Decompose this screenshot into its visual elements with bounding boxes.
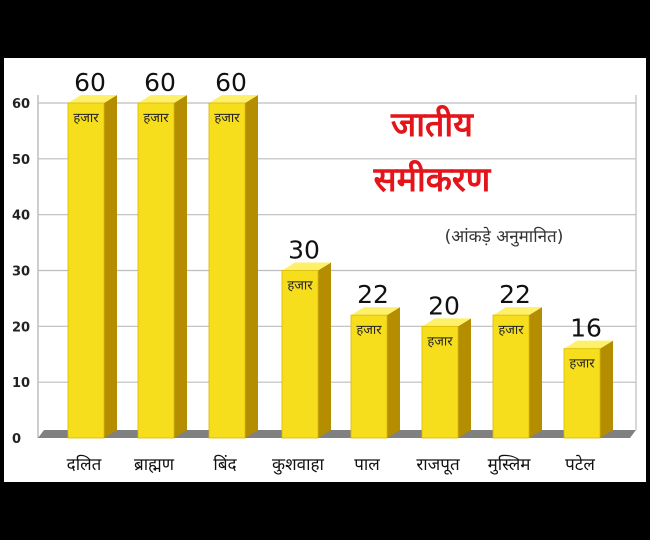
bar-unit-label: हजार xyxy=(427,334,453,349)
y-tick-label: 20 xyxy=(12,320,30,335)
category-label: दलित xyxy=(67,454,102,475)
bar-unit-label: हजार xyxy=(356,323,382,338)
y-tick-label: 0 xyxy=(12,432,21,447)
y-axis: 0 10 20 30 40 50 60 xyxy=(12,97,30,447)
category-label: बिंद xyxy=(213,454,237,475)
bar-side xyxy=(104,95,117,438)
bar-top xyxy=(282,262,331,271)
y-tick-label: 10 xyxy=(12,376,30,391)
grid-layer xyxy=(37,95,637,438)
bar-top xyxy=(422,318,471,327)
chart-title: जातीय xyxy=(390,104,474,145)
bar-unit-label: हजार xyxy=(73,111,99,126)
chart-floor xyxy=(38,430,636,438)
bar xyxy=(67,102,105,439)
bar xyxy=(137,102,175,439)
bar-side xyxy=(458,318,471,438)
chart-subtitle: समीकरण xyxy=(373,159,492,200)
category-label: ब्राह्मण xyxy=(134,455,175,475)
y-tick-label: 30 xyxy=(12,265,30,280)
bar-top xyxy=(138,95,187,103)
bar-value-label: 60 xyxy=(215,68,247,97)
bar-side xyxy=(174,95,187,438)
bar-value-label: 60 xyxy=(144,68,176,97)
bar-side xyxy=(387,307,400,438)
bar-value-label: 22 xyxy=(357,280,389,309)
category-label: पटेल xyxy=(565,454,595,475)
bar-value-label: 20 xyxy=(428,291,460,320)
bar-chart: 0 10 20 30 40 50 60 जातीय समीकरण (आंकड़े अनुमा… xyxy=(12,68,637,475)
bar-unit-label: हजार xyxy=(569,357,595,372)
bar-top xyxy=(68,95,117,103)
bar-top xyxy=(564,340,613,349)
bar-value-label: 16 xyxy=(570,314,602,343)
chart-panel: 0 10 20 30 40 50 60 जातीय समीकरण (आंकड़े अनुमा… xyxy=(4,58,646,482)
bar xyxy=(421,325,459,439)
bar xyxy=(350,314,388,439)
bar-unit-label: हजार xyxy=(214,111,240,126)
bar-value-label: 30 xyxy=(288,236,320,265)
bar-value-label: 22 xyxy=(499,280,531,309)
bar xyxy=(563,348,601,439)
labels-layer: 60 हजार दलित 60 हजार ब्राह्मण 60 हजार बिंद 30 हजार… xyxy=(67,68,602,475)
bar-top xyxy=(351,307,400,316)
bar xyxy=(281,270,319,439)
bar-top xyxy=(493,307,542,316)
bar-side xyxy=(529,307,542,438)
bars-layer xyxy=(67,95,613,439)
bar-side xyxy=(318,262,331,438)
y-tick-label: 60 xyxy=(12,97,30,112)
bar-top xyxy=(209,95,258,103)
bar-side xyxy=(600,340,613,438)
bar xyxy=(208,102,246,439)
y-tick-label: 50 xyxy=(12,153,30,168)
category-label: कुशवाहा xyxy=(272,455,324,475)
bar-unit-label: हजार xyxy=(143,111,169,126)
bar-unit-label: हजार xyxy=(498,323,524,338)
bar-value-label: 60 xyxy=(74,68,106,97)
category-label: मुस्लिम xyxy=(488,454,532,475)
bar-side xyxy=(245,95,258,438)
y-tick-label: 40 xyxy=(12,209,30,224)
bar xyxy=(492,314,530,439)
bar-unit-label: हजार xyxy=(287,279,313,294)
estimate-note: (आंकड़े अनुमानित) xyxy=(445,226,564,247)
category-label: पाल xyxy=(354,455,380,475)
category-label: राजपूत xyxy=(416,455,460,475)
